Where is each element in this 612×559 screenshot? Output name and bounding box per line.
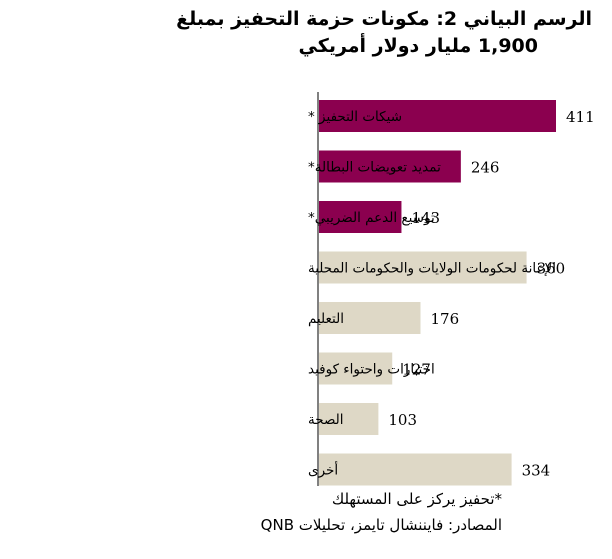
- bar-6: [319, 352, 393, 385]
- bar-1: [319, 100, 556, 132]
- bar-2: [319, 150, 461, 183]
- bar-series: 411 شيكات التحفيز * 246 تمديد تعويضات البطا…: [308, 100, 595, 486]
- category-label-8: أخرى: [308, 461, 338, 479]
- category-label-2: تمديد تعويضات البطالة*: [308, 160, 441, 176]
- bar-8: [319, 453, 512, 486]
- bar-3: [319, 201, 402, 233]
- value-label-5: 176: [430, 310, 459, 328]
- footnote: *تحفيز يركز على المستهلك: [331, 490, 502, 508]
- bar-5: [319, 302, 421, 334]
- category-label-5: التعليم: [308, 311, 344, 327]
- bar-7: [319, 403, 379, 435]
- value-label-3: 143: [411, 209, 440, 227]
- source-note: المصادر: فايننشال تايمز، تحليلات QNB: [260, 516, 502, 534]
- category-label-7: الصحة: [308, 412, 344, 428]
- chart-title-line-2: 1,900 مليار دولار أمريكي: [298, 35, 538, 57]
- value-label-8: 334: [522, 462, 551, 480]
- category-label-1: شيكات التحفيز *: [308, 109, 402, 125]
- value-label-4: 360: [537, 260, 566, 278]
- value-label-6: 127: [402, 361, 431, 379]
- chart-footer: *تحفيز يركز على المستهلك المصادر: فايننش…: [261, 486, 502, 538]
- chart-title: الرسم البياني 2: مكونات حزمة التحفيز بمب…: [32, 6, 592, 60]
- value-label-2: 246: [471, 159, 500, 177]
- category-label-6: اختبارات واحتواء كوفيد: [308, 362, 435, 378]
- value-label-7: 103: [388, 411, 417, 429]
- category-label-3: توسيع الدعم الضريبي*: [308, 210, 435, 226]
- bar-4: [319, 251, 527, 284]
- value-label-1: 411: [566, 108, 595, 126]
- chart-title-line-1: الرسم البياني 2: مكونات حزمة التحفيز بمب…: [176, 8, 592, 30]
- category-label-4: الإعانة لحكومات الولايات والحكومات المحل…: [308, 261, 556, 277]
